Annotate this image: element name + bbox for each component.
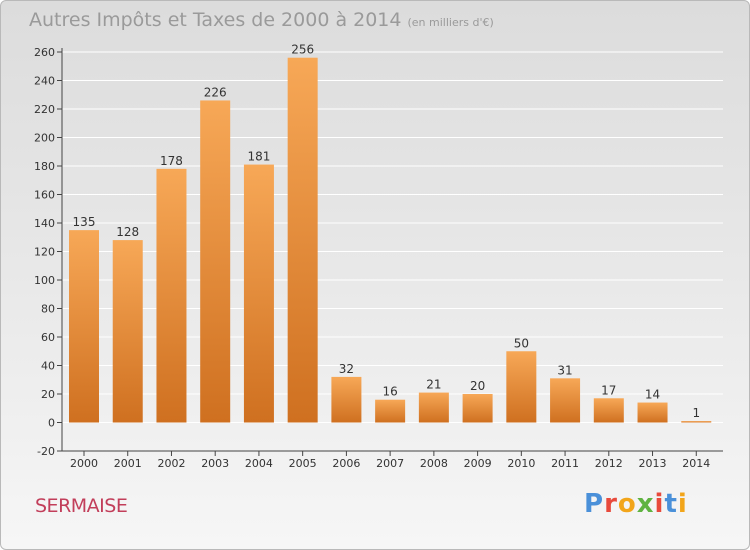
x-tick-label: 2002	[157, 457, 185, 470]
bar-2007	[375, 399, 406, 423]
value-label: 128	[116, 225, 139, 239]
y-tick-label: 140	[34, 217, 55, 230]
y-tick-label: 260	[34, 46, 55, 59]
value-label: 1	[692, 406, 700, 420]
x-tick-label: 2004	[245, 457, 273, 470]
y-tick-label: 20	[41, 388, 55, 401]
value-label: 21	[426, 378, 441, 392]
bar-2002	[156, 168, 187, 423]
bar-2006	[331, 376, 362, 423]
title-text: Autres Impôts et Taxes de 2000 à 2014	[29, 9, 402, 31]
bar-2004	[243, 164, 274, 423]
y-tick-label: 40	[41, 360, 55, 373]
value-label: 178	[160, 154, 183, 168]
value-label: 256	[291, 43, 314, 57]
bar-2011	[550, 378, 581, 423]
proxiti-logo: Proxiti	[584, 489, 688, 519]
y-tick-label: 60	[41, 331, 55, 344]
bar-2014	[681, 421, 712, 423]
x-tick-label: 2008	[420, 457, 448, 470]
value-label: 135	[73, 215, 96, 229]
bar-2010	[506, 351, 537, 423]
value-label: 16	[382, 385, 397, 399]
y-tick-label: 200	[34, 132, 55, 145]
y-tick-label: 100	[34, 274, 55, 287]
x-tick-label: 2014	[682, 457, 710, 470]
y-tick-label: -20	[37, 445, 55, 458]
bar-2012	[593, 398, 624, 423]
logo-letter: o	[617, 489, 637, 519]
x-tick-label: 2005	[289, 457, 317, 470]
x-tick-label: 2000	[70, 457, 98, 470]
x-tick-label: 2011	[551, 457, 579, 470]
x-tick-label: 2007	[376, 457, 404, 470]
y-tick-label: 160	[34, 189, 55, 202]
y-tick-label: 0	[48, 417, 55, 430]
town-name: SERMAISE	[35, 495, 128, 517]
logo-letter: P	[584, 489, 605, 519]
logo-letter: i	[654, 489, 665, 519]
x-tick-label: 2009	[464, 457, 492, 470]
y-tick-label: 220	[34, 103, 55, 116]
y-tick-label: 120	[34, 246, 55, 259]
y-tick-label: 80	[41, 303, 55, 316]
bar-2013	[637, 402, 668, 423]
logo-letter: i	[677, 489, 688, 519]
value-label: 32	[339, 362, 354, 376]
x-tick-label: 2010	[507, 457, 535, 470]
y-tick-label: 240	[34, 75, 55, 88]
value-label: 17	[601, 383, 616, 397]
x-tick-label: 2006	[332, 457, 360, 470]
value-label: 181	[247, 150, 270, 164]
value-label: 226	[204, 85, 227, 99]
logo-letter: t	[664, 489, 678, 519]
value-label: 50	[514, 336, 529, 350]
bar-2000	[69, 230, 99, 423]
bar-2008	[418, 392, 449, 423]
x-tick-label: 2001	[114, 457, 142, 470]
bar-2009	[462, 394, 493, 423]
bar-2005	[287, 57, 318, 423]
y-tick-label: 180	[34, 160, 55, 173]
value-label: 31	[557, 363, 572, 377]
bar-2001	[112, 240, 143, 423]
value-label: 14	[645, 388, 660, 402]
chart-title: Autres Impôts et Taxes de 2000 à 2014 (en…	[29, 9, 494, 31]
value-label: 20	[470, 379, 485, 393]
bar-2003	[200, 100, 231, 423]
x-tick-label: 2012	[595, 457, 623, 470]
x-tick-label: 2003	[201, 457, 229, 470]
logo-letter: x	[636, 489, 655, 519]
logo-letter: r	[604, 489, 618, 519]
unit-label: (en milliers d'€)	[407, 16, 494, 29]
x-tick-label: 2013	[639, 457, 667, 470]
